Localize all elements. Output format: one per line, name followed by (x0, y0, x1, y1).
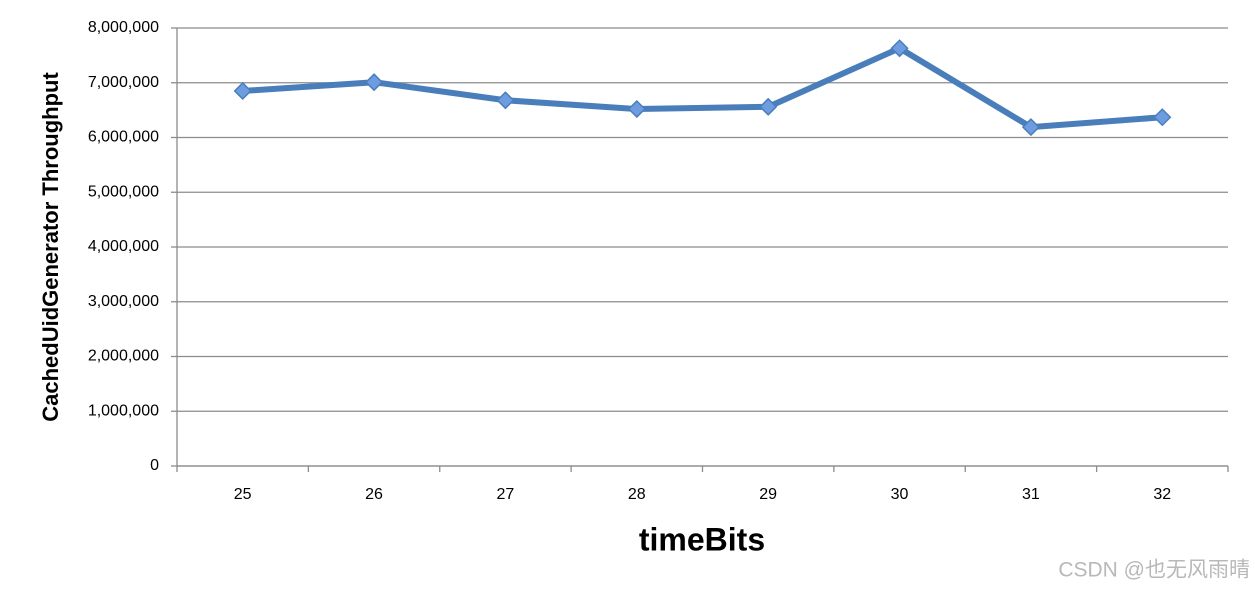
marker (627, 99, 646, 119)
marker (365, 73, 384, 92)
x-tick-label: 26 (365, 486, 383, 503)
x-tick-label: 27 (497, 486, 515, 503)
marker (890, 39, 909, 58)
y-tick-label: 6,000,000 (88, 129, 159, 146)
y-tick-label: 3,000,000 (88, 293, 159, 310)
y-tick-label: 7,000,000 (88, 74, 159, 91)
marker (496, 91, 515, 110)
x-tick-label: 25 (234, 486, 252, 503)
y-tick-label: 0 (150, 457, 159, 474)
x-tick-label: 29 (759, 486, 777, 503)
x-tick-label: 28 (628, 486, 646, 503)
x-tick-label: 30 (891, 486, 909, 503)
marker (759, 97, 778, 116)
y-tick-label: 5,000,000 (88, 183, 159, 200)
y-tick-label: 8,000,000 (88, 19, 159, 36)
line (242, 45, 1163, 131)
y-tick-label: 2,000,000 (88, 348, 159, 365)
y-tick-label: 4,000,000 (88, 238, 159, 255)
y-axis-label: CachedUidGenerator Throughput (38, 72, 63, 422)
marker (1021, 118, 1041, 137)
watermark: CSDN @也无风雨晴 (1058, 559, 1250, 582)
x-tick-label: 32 (1153, 486, 1171, 503)
marker (1153, 108, 1172, 127)
x-tick-label: 31 (1022, 486, 1040, 503)
x-axis-label: timeBits (639, 521, 765, 557)
y-tick-label: 1,000,000 (88, 402, 159, 419)
marker (233, 81, 252, 101)
